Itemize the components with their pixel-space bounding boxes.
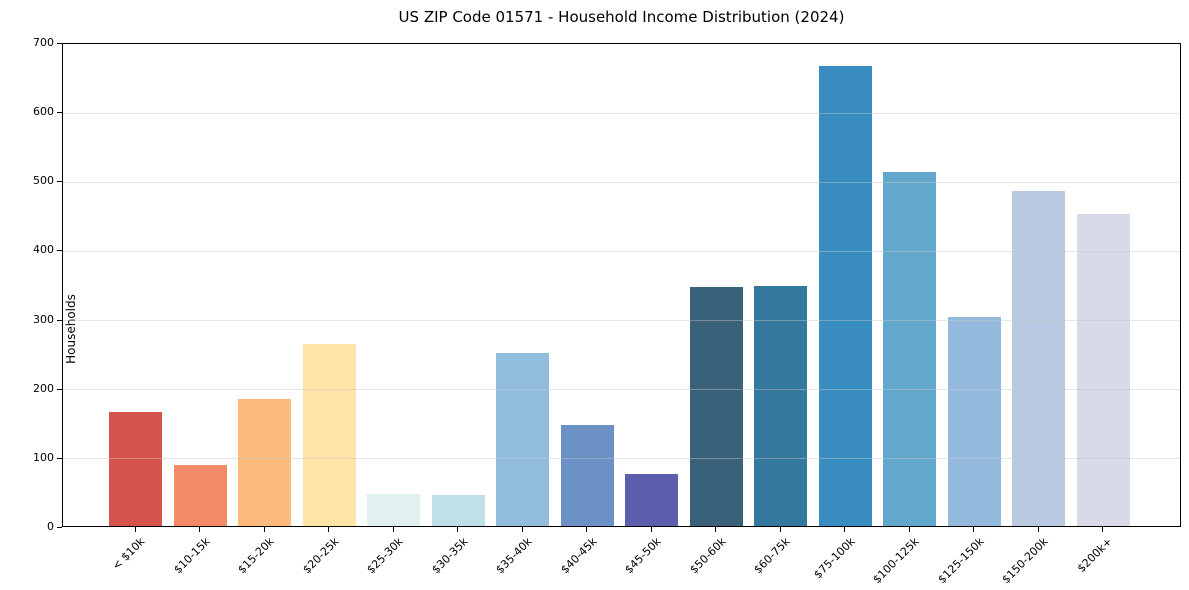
x-tick-mark [715,527,716,532]
x-tick-label: $50-60k [686,535,729,577]
x-tick-mark [263,527,265,532]
x-tick-mark [392,527,394,532]
x-tick-mark [521,527,523,532]
x-tick-mark [1037,527,1039,532]
gridline [63,389,1180,391]
x-tick-label: $40-45k [557,535,600,577]
bar-4 [302,344,356,526]
y-tick-mark [57,181,62,183]
gridline [63,181,1180,183]
gridline [63,250,1180,252]
bar-3 [238,398,291,526]
y-tick-mark [57,457,62,459]
x-tick-label: $75-100k [810,535,858,582]
y-tick-mark [57,250,62,252]
x-tick-mark [199,527,200,532]
x-tick-mark [1102,527,1103,532]
x-tick-mark [457,527,458,532]
x-tick-mark [328,527,329,532]
y-tick-label: 500 [33,174,54,188]
x-tick-label: $200k+ [1075,535,1116,576]
bar-12 [818,66,872,526]
x-tick-label: $35-40k [493,535,535,577]
bar-11 [754,286,807,526]
bar-2 [173,465,227,526]
y-tick-label: 300 [33,312,54,326]
x-tick-label: $30-35k [428,535,471,577]
x-tick-mark [650,527,652,532]
x-tick-label: $100-125k [870,535,922,587]
bar-1 [109,411,162,526]
x-tick-label: < $10k [110,535,148,573]
y-axis-label: Households [64,294,78,364]
y-tick-label: 600 [33,105,54,119]
y-tick-label: 200 [33,381,54,395]
x-tick-label: $150-200k [999,535,1051,587]
gridline [63,112,1180,114]
bar-16 [1076,214,1130,526]
y-tick-mark [57,388,62,390]
y-tick-mark [57,43,62,44]
gridline [63,320,1180,322]
bar-10 [689,287,743,526]
y-tick-label: 700 [33,36,54,49]
x-tick-label: $45-50k [622,535,664,577]
bar-9 [625,474,678,526]
x-tick-label: $20-25k [299,535,342,577]
y-tick-label: 400 [33,243,54,257]
bar-6 [431,494,485,526]
x-tick-mark [973,527,974,532]
y-tick-label: 100 [33,450,54,464]
bar-15 [1012,190,1065,526]
x-tick-mark [586,527,587,532]
chart-title: US ZIP Code 01571 - Household Income Dis… [398,8,845,26]
x-tick-mark [844,527,845,532]
x-tick-mark [908,527,910,532]
x-tick-label: $25-30k [364,535,406,577]
bar-5 [367,493,420,526]
x-tick-label: $10-15k [170,535,213,577]
x-tick-label: $60-75k [751,535,793,577]
y-tick-mark [57,527,62,528]
x-tick-mark [779,527,781,532]
bar-7 [496,353,549,526]
x-tick-label: $15-20k [235,535,277,577]
gridline [63,458,1180,460]
x-tick-mark [134,527,136,532]
plot-area: Households [62,43,1181,527]
y-tick-label: 0 [47,520,54,533]
bar-13 [883,172,936,526]
y-tick-mark [57,319,62,321]
bar-14 [947,317,1001,526]
bar-8 [560,425,614,526]
x-tick-label: $125-150k [935,535,987,587]
y-tick-mark [57,112,62,114]
